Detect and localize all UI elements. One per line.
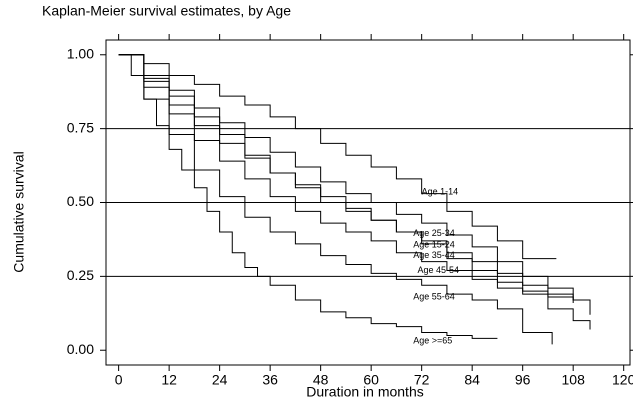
- survival-curve: [118, 54, 557, 260]
- x-tick-label: 36: [262, 372, 278, 388]
- series-label: Age >=65: [413, 336, 452, 346]
- x-tick-label: 12: [161, 372, 177, 388]
- x-tick-label: 84: [464, 372, 480, 388]
- series-label: Age 45-54: [417, 265, 459, 275]
- x-tick-label: 0: [115, 372, 123, 388]
- x-tick-label: 108: [562, 372, 586, 388]
- y-tick-label: 0.25: [67, 267, 94, 283]
- y-tick-label: 0.75: [67, 119, 94, 135]
- series-label: Age 15-24: [413, 240, 455, 250]
- x-tick-label: 24: [212, 372, 228, 388]
- y-tick-label: 1.00: [67, 45, 94, 61]
- survival-curve: [118, 54, 591, 315]
- x-axis-label: Duration in months: [306, 384, 424, 400]
- x-tick-label: 120: [612, 372, 633, 388]
- survival-curve: [118, 54, 553, 345]
- survival-curve: [118, 54, 591, 301]
- survival-curve: [118, 54, 591, 330]
- y-tick-label: 0.50: [67, 193, 94, 209]
- y-tick-label: 0.00: [67, 341, 94, 357]
- survival-curve: [118, 54, 574, 303]
- y-axis-label: Cumulative survival: [11, 151, 27, 272]
- survival-curve: [118, 54, 498, 339]
- series-label: Age 25-34: [413, 228, 455, 238]
- x-tick-label: 72: [414, 372, 430, 388]
- chart-title: Kaplan-Meier survival estimates, by Age: [42, 3, 291, 19]
- series-label: Age 55-64: [413, 291, 455, 301]
- x-tick-label: 60: [363, 372, 379, 388]
- x-tick-label: 48: [313, 372, 329, 388]
- x-tick-label: 96: [515, 372, 531, 388]
- series-label: Age 35-44: [413, 250, 455, 260]
- series-label: Age 1-14: [422, 187, 459, 197]
